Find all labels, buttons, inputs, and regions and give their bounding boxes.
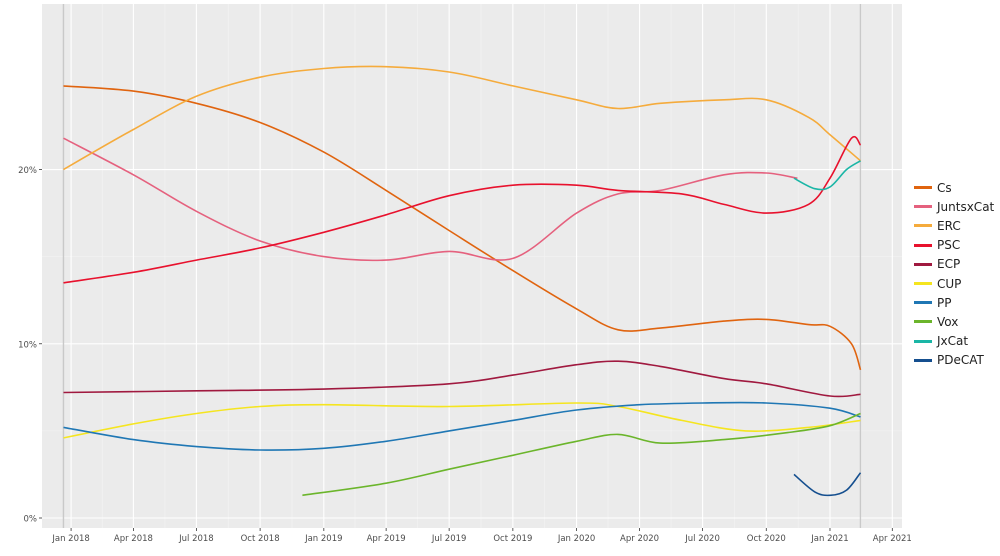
series-lines [63,65,862,497]
series-line-vox [302,412,861,497]
x-tick-label: Apr 2020 [620,534,659,544]
series-line-pdecat [793,472,862,497]
legend-label: PSC [937,238,961,253]
legend-swatch [914,262,932,266]
reference-lines [62,4,862,528]
series-line-ecp [63,360,861,398]
x-axis: Jan 2018 Apr 2018 Jul 2018 Oct 2018 Jan 2019… [51,528,912,544]
legend-item-ecp: ECP [912,255,996,274]
legend-swatch [914,205,932,209]
legend-item-juntsxcat: JuntsxCat [912,197,996,216]
series-line-psc [63,135,862,284]
plot-background [42,4,902,528]
legend-label: ERC [937,218,961,233]
legend-item-vox: Vox [912,312,996,331]
x-tick-label: Jan 2020 [557,534,595,544]
x-tick-label: Oct 2019 [493,534,532,544]
y-axis: 0% 10% 20% [18,166,42,525]
legend-swatch [914,243,932,247]
legend-item-jxcat: JxCat [912,332,996,351]
x-tick-label: Apr 2019 [367,534,406,544]
legend-item-pdecat: PDeCAT [912,351,996,370]
y-tick-label: 10% [18,340,37,350]
legend-label: CUP [937,276,962,291]
legend-swatch [914,339,932,343]
legend-swatch [914,282,932,286]
x-tick-label: Oct 2020 [747,534,786,544]
legend-label: PP [937,295,952,310]
legend-swatch [914,301,932,305]
y-tick-label: 20% [18,166,37,176]
series-line-jxcat [793,160,861,191]
legend-label: JxCat [937,334,969,349]
legend-swatch [914,186,932,190]
x-tick-label: Jan 2019 [304,534,342,544]
legend-item-erc: ERC [912,216,996,235]
legend: Cs JuntsxCat ERC PSC ECP CUP PP Vox JxCat PDeCAT [912,178,996,370]
legend-label: Vox [937,314,959,329]
legend-label: Cs [937,180,952,195]
y-tick-label: 0% [24,515,38,525]
x-tick-label: Jan 2021 [810,534,848,544]
x-tick-label: Jul 2020 [684,534,720,544]
legend-label: JuntsxCat [937,199,995,214]
legend-item-psc: PSC [912,236,996,255]
x-tick-label: Apr 2021 [873,534,912,544]
series-line-juntsxcat [63,137,798,262]
x-tick-label: Apr 2018 [114,534,153,544]
series-line-cup [63,402,861,439]
series-line-cs [63,85,862,371]
grid-major [42,4,902,528]
x-tick-label: Jan 2018 [51,534,89,544]
legend-swatch [914,358,932,362]
legend-item-cup: CUP [912,274,996,293]
legend-item-pp: PP [912,293,996,312]
x-tick-label: Oct 2018 [241,534,280,544]
x-tick-label: Jul 2019 [431,534,467,544]
x-tick-label: Jul 2018 [178,534,214,544]
legend-label: PDeCAT [937,353,984,368]
legend-item-cs: Cs [912,178,996,197]
series-line-pp [63,401,861,451]
legend-swatch [914,224,932,228]
series-line-erc [63,65,862,171]
legend-swatch [914,320,932,324]
legend-label: ECP [937,257,961,272]
